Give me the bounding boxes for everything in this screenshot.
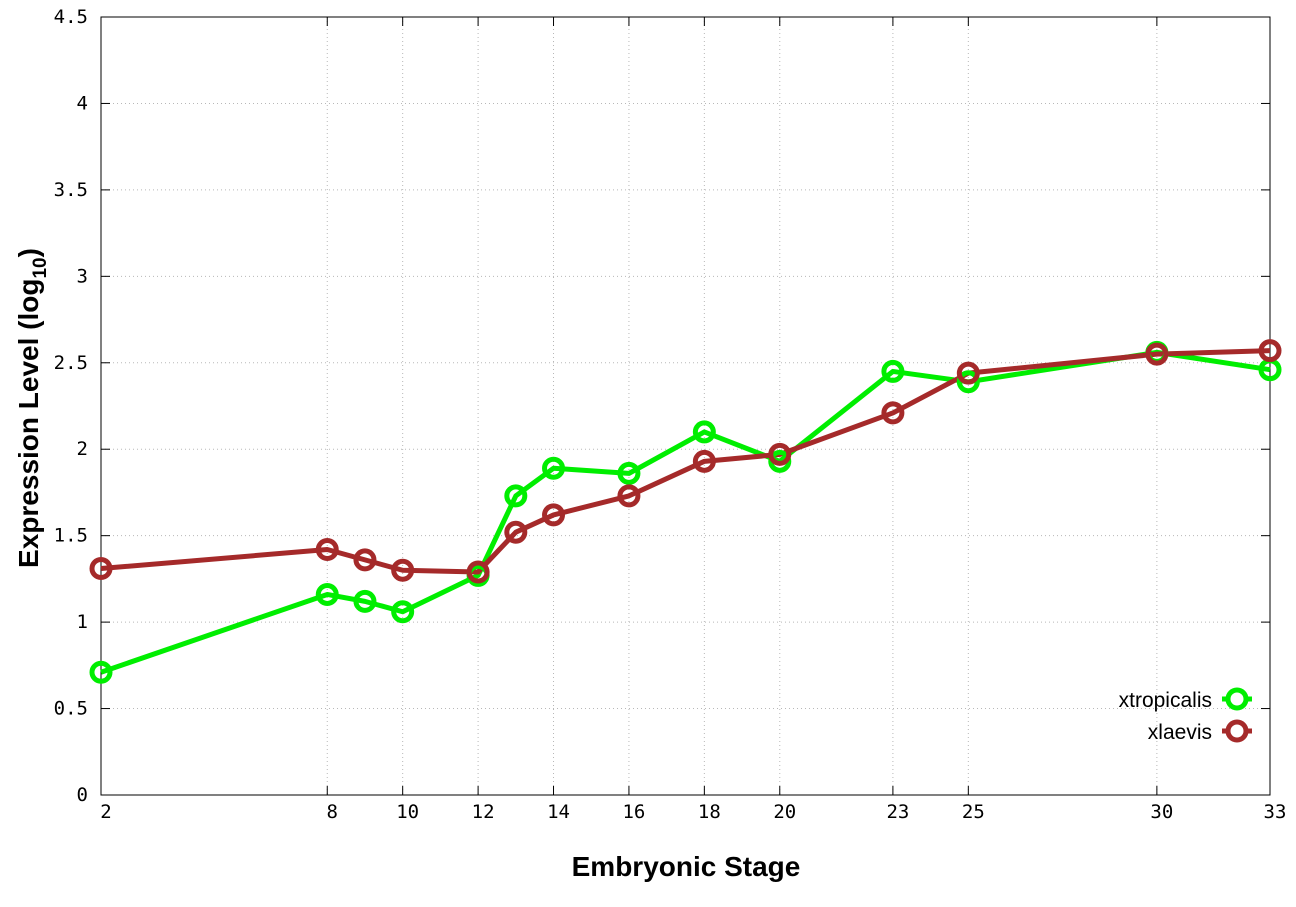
y-axis: 0 0.5 1 1.5 2 2.5 3 3.5 4 4.5 [54, 6, 1270, 806]
data-point-xlaevis [504, 520, 528, 544]
data-point-xtropicalis [315, 582, 339, 606]
x-tick-label: 33 [1264, 801, 1287, 823]
legend: xtropicalis xlaevis [1119, 687, 1252, 744]
data-point-xtropicalis [956, 370, 980, 394]
series-lines [100, 348, 1271, 675]
y-tick-label: 4.5 [54, 6, 88, 28]
data-point-xlaevis [391, 558, 415, 582]
y-tick-label: 3.5 [54, 179, 88, 201]
x-axis: 2 8 10 12 14 16 18 20 23 25 30 33 [100, 17, 1286, 823]
x-tick-label: 23 [886, 801, 909, 823]
x-tick-label: 10 [396, 801, 419, 823]
legend-label-xtropicalis: xtropicalis [1119, 689, 1212, 712]
y-tick-label: 0 [77, 784, 88, 806]
data-point-xlaevis [1258, 339, 1282, 363]
data-point-xtropicalis [881, 359, 905, 383]
x-tick-label: 25 [962, 801, 985, 823]
x-axis-title: Embryonic Stage [572, 851, 801, 882]
data-point-xtropicalis [542, 456, 566, 480]
data-point-xlaevis [89, 557, 113, 581]
legend-marker-xlaevis [1225, 719, 1249, 743]
y-axis-title-main: Expression Level (log [13, 279, 44, 568]
grid [101, 17, 1270, 795]
data-point-xtropicalis [692, 420, 716, 444]
data-point-xlaevis [466, 560, 490, 584]
data-point-xlaevis [315, 537, 339, 561]
x-tick-label: 12 [472, 801, 495, 823]
series-line-xtropicalis [100, 349, 1271, 675]
y-axis-title: Expression Level (log10) [13, 248, 51, 568]
y-tick-label: 3 [77, 265, 88, 287]
y-tick-label: 2 [77, 438, 88, 460]
y-tick-label: 4 [77, 92, 88, 114]
x-tick-label: 2 [100, 801, 111, 823]
legend-marker-xtropicalis [1225, 687, 1249, 711]
y-axis-title-close: ) [13, 248, 44, 257]
x-tick-label: 14 [547, 801, 570, 823]
legend-label-xlaevis: xlaevis [1148, 721, 1212, 744]
x-tick-label: 16 [622, 801, 645, 823]
y-axis-title-subscript: 10 [30, 257, 51, 278]
series-markers [89, 339, 1282, 684]
data-point-xtropicalis [504, 484, 528, 508]
y-tick-label: 2.5 [54, 352, 88, 374]
data-point-xtropicalis [617, 461, 641, 485]
x-tick-label: 8 [327, 801, 338, 823]
x-tick-label: 20 [773, 801, 796, 823]
data-point-xlaevis [542, 503, 566, 527]
data-point-xtropicalis [391, 600, 415, 624]
y-tick-label: 0.5 [54, 698, 88, 720]
data-point-xlaevis [1145, 342, 1169, 366]
series-line-xlaevis [100, 348, 1271, 575]
plot-frame [100, 16, 1271, 796]
data-point-xlaevis [617, 484, 641, 508]
data-point-xtropicalis [353, 589, 377, 613]
x-tick-label: 30 [1150, 801, 1173, 823]
data-point-xtropicalis [89, 660, 113, 684]
data-point-xlaevis [353, 548, 377, 572]
y-tick-label: 1 [77, 611, 88, 633]
data-point-xlaevis [956, 361, 980, 385]
data-point-xlaevis [768, 442, 792, 466]
data-point-xlaevis [881, 401, 905, 425]
x-tick-label: 18 [698, 801, 721, 823]
y-tick-label: 1.5 [54, 525, 88, 547]
data-point-xlaevis [692, 449, 716, 473]
